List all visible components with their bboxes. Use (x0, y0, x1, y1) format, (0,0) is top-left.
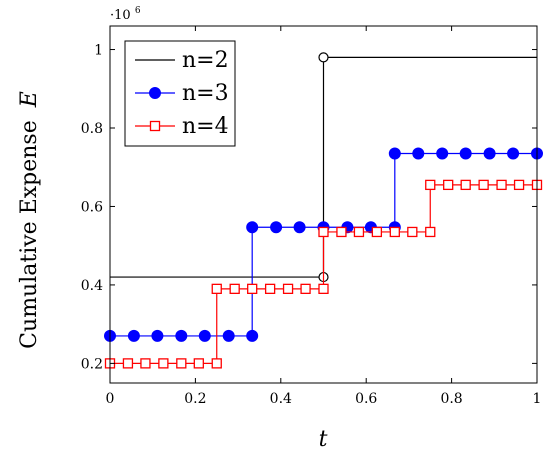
x-tick-label-2: 0.4 (270, 391, 292, 407)
series-point-n3-1 (127, 329, 140, 342)
series-point-n3-2 (151, 329, 164, 342)
x-tick-label-1: 0.2 (184, 391, 206, 407)
series-point-n3-4 (198, 329, 211, 342)
series-point-n4-9 (247, 283, 258, 294)
y-tick-label-2: 0.6 (81, 199, 103, 215)
series-point-n2-1 (318, 52, 329, 63)
series-point-n4-8 (229, 283, 240, 294)
series-point-n4-14 (318, 226, 329, 238)
series-point-n3-3 (175, 329, 188, 342)
y-axis-multiplier-base: ·10 (110, 8, 131, 23)
y-axis-multiplier-exponent: 6 (135, 6, 141, 16)
series-point-n4-21 (425, 179, 436, 191)
series-point-n4-13 (318, 283, 329, 294)
series-point-n4-7 (211, 283, 222, 294)
series-point-n3-6 (246, 329, 259, 342)
y-axis-label: Cumulative Expense E (17, 91, 42, 349)
y-axis-label-symbol: E (17, 91, 42, 108)
series-point-n4-23 (460, 179, 471, 191)
plot-frame (109, 25, 538, 384)
series-point-n3-7 (246, 221, 259, 234)
y-tick-label-3: 0.8 (81, 121, 103, 137)
series-point-n3-17 (459, 147, 472, 160)
series-line-n2 (110, 56, 537, 278)
series-point-n4-16 (353, 226, 365, 238)
series-point-n4-1 (122, 358, 134, 369)
legend-label-n2: n=2 (182, 48, 229, 73)
series-point-n4-3 (158, 358, 169, 369)
series-point-n3-14 (388, 147, 401, 160)
series-point-n3-5 (222, 329, 235, 342)
axes: 0 0.2 0.4 0.6 0.8 1 0.2 0.4 0.6 0.8 1 (81, 25, 542, 407)
x-tick-label-4: 0.8 (440, 391, 462, 407)
series-point-n3-19 (507, 147, 520, 160)
legend-label-n3: n=3 (182, 81, 229, 106)
x-tick-label-5: 1 (533, 391, 542, 407)
series-point-n4-15 (336, 226, 347, 238)
legend-marker-n3 (149, 87, 161, 99)
series-point-n4-20 (425, 226, 436, 238)
series-point-n4-4 (176, 358, 187, 369)
series-point-n4-11 (282, 283, 294, 294)
series-point-n4-12 (300, 283, 311, 294)
series-point-n3-15 (412, 147, 425, 160)
series-point-n4-22 (443, 179, 454, 191)
series-point-n4-18 (389, 226, 400, 238)
series-point-n4-6 (211, 358, 222, 369)
series-point-n3-8 (270, 221, 283, 234)
y-axis-multiplier: ·10 6 (110, 6, 141, 23)
x-tick-label-0: 0 (106, 391, 115, 407)
series-point-n3-9 (293, 221, 306, 234)
series-point-n4-19 (407, 226, 418, 238)
series-point-n3-16 (436, 147, 449, 160)
series-point-n4-5 (193, 358, 204, 369)
series-point-n4-10 (264, 283, 276, 294)
plot-marks (104, 52, 543, 369)
series-line-n4 (110, 184, 537, 364)
series-point-n4-2 (140, 358, 151, 369)
y-tick-label-1: 0.4 (81, 278, 103, 294)
x-axis-label: t (319, 427, 328, 452)
series-point-n4-25 (496, 179, 507, 191)
x-tick-label-3: 0.6 (355, 391, 377, 407)
series-point-n3-18 (483, 147, 496, 160)
y-tick-label-4: 1 (94, 43, 103, 59)
legend-label-n4: n=4 (182, 114, 229, 139)
legend-marker-n4 (149, 120, 161, 132)
series-point-n4-24 (478, 179, 489, 191)
legend: n=2 n=3 n=4 (124, 40, 236, 147)
y-tick-label-0: 0.2 (81, 356, 103, 372)
series-point-n4-17 (371, 226, 383, 238)
series-point-n4-26 (513, 179, 525, 191)
y-axis-label-text: Cumulative Expense (17, 120, 42, 349)
